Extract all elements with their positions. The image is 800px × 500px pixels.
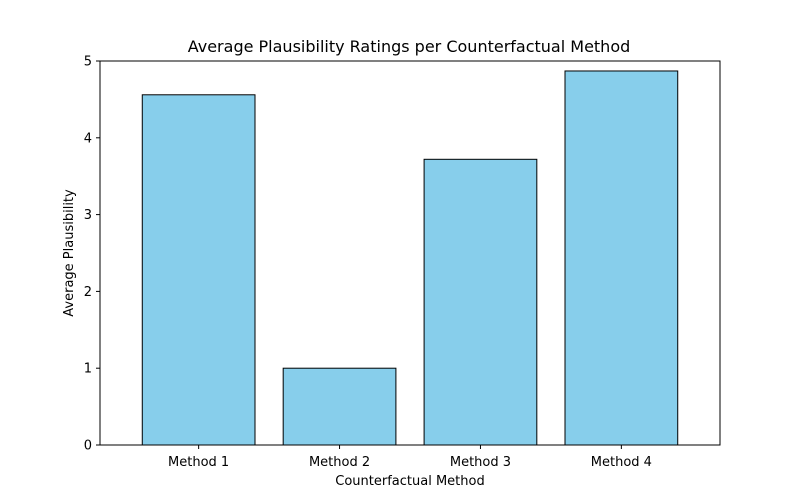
- y-axis-ticks: 0 1 2 3 4 5: [84, 55, 100, 454]
- bar-2: [282, 367, 397, 446]
- bars: [141, 70, 679, 446]
- x-axis-ticks: Method 1 Method 2 Method 3 Method 4: [168, 445, 652, 470]
- bar-3: [423, 158, 538, 446]
- y-tick-label: 4: [84, 131, 92, 146]
- y-tick-label: 0: [84, 439, 92, 454]
- x-axis-label: Counterfactual Method: [335, 474, 484, 489]
- bar-4: [564, 70, 679, 446]
- chart-title: Average Plausibility Ratings per Counter…: [188, 37, 631, 56]
- y-axis-label: Average Plausibility: [62, 189, 77, 317]
- x-tick-label: Method 2: [309, 455, 370, 470]
- y-tick-label: 2: [84, 285, 92, 300]
- x-tick-label: Method 3: [450, 455, 511, 470]
- y-tick-label: 5: [84, 55, 92, 70]
- y-tick-label: 3: [84, 208, 92, 223]
- plot-frame: [99, 60, 721, 446]
- y-tick-label: 1: [84, 362, 92, 377]
- bar-1: [141, 94, 256, 446]
- x-tick-label: Method 1: [168, 455, 229, 470]
- x-tick-label: Method 4: [591, 455, 652, 470]
